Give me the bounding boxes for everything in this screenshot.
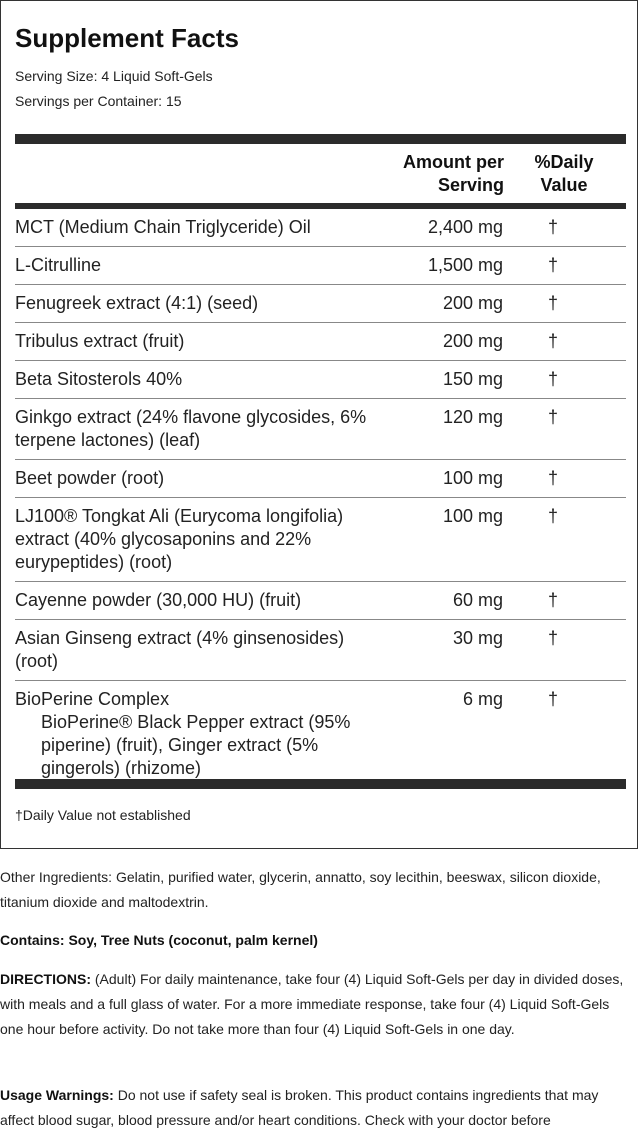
ingredient-amount: 100 mg: [442, 506, 503, 526]
amount-header-line: Amount per: [403, 152, 504, 172]
amount-header: Amount per Serving: [389, 151, 504, 197]
daily-value: †: [547, 293, 558, 313]
ingredient-name: Tribulus extract (fruit): [15, 330, 385, 353]
footnote: †Daily Value not established: [15, 807, 191, 823]
daily-value: †: [547, 217, 558, 237]
daily-value: †: [547, 468, 558, 488]
table-row: L-Citrulline 1,500 mg †: [15, 247, 626, 285]
directions: DIRECTIONS: (Adult) For daily maintenanc…: [0, 967, 636, 1042]
servings-per-container: Servings per Container: 15: [15, 93, 182, 109]
ingredient-name: Asian Ginseng extract (4% ginsenosides) …: [15, 627, 385, 673]
panel-title: Supplement Facts: [15, 23, 239, 53]
ingredient-name-text: Beta Sitosterols 40%: [15, 369, 183, 389]
ingredient-name-text: Beet powder (root): [15, 468, 165, 488]
usage-warnings: Usage Warnings: Do not use if safety sea…: [0, 1083, 636, 1133]
ingredient-amount: 30 mg: [452, 628, 503, 648]
table-row: Beet powder (root) 100 mg †: [15, 460, 626, 498]
ingredient-amount: 1,500 mg: [427, 255, 503, 275]
ingredient-amount: 120 mg: [442, 407, 503, 427]
ingredient-amount: 200 mg: [442, 331, 503, 351]
serving-size: Serving Size: 4 Liquid Soft-Gels: [15, 68, 213, 84]
table-row: BioPerine Complex BioPerine® Black Pepper…: [15, 681, 626, 787]
ingredient-name: Fenugreek extract (4:1) (seed): [15, 292, 385, 315]
daily-value: †: [547, 590, 558, 610]
table-row: LJ100® Tongkat Ali (Eurycoma longifolia)…: [15, 498, 626, 582]
ingredient-name: Cayenne powder (30,000 HU) (fruit): [15, 589, 385, 612]
directions-label: DIRECTIONS:: [0, 971, 91, 987]
daily-value: †: [547, 369, 558, 389]
ingredient-subtext: BioPerine® Black Pepper extract (95% pip…: [41, 712, 351, 778]
ingredient-name: BioPerine Complex BioPerine® Black Pepper…: [15, 688, 385, 780]
ingredient-name-text: LJ100® Tongkat Ali (Eurycoma longifolia)…: [15, 506, 344, 572]
ingredient-name: Beta Sitosterols 40%: [15, 368, 385, 391]
dv-header: %Daily Value: [523, 151, 605, 197]
ingredient-name: MCT (Medium Chain Triglyceride) Oil: [15, 216, 385, 239]
ingredient-name-text: Ginkgo extract (24% flavone glycosides, …: [15, 407, 367, 450]
table-row: Beta Sitosterols 40% 150 mg †: [15, 361, 626, 399]
table-row: Fenugreek extract (4:1) (seed) 200 mg †: [15, 285, 626, 323]
ingredient-name-text: L-Citrulline: [15, 255, 102, 275]
dv-header-line: %Daily: [534, 152, 594, 172]
thick-divider: [15, 134, 626, 144]
daily-value: †: [547, 331, 558, 351]
table-row: MCT (Medium Chain Triglyceride) Oil 2,400…: [15, 209, 626, 247]
allergen-statement: Contains: Soy, Tree Nuts (coconut, palm …: [0, 932, 318, 948]
ingredient-amount: 150 mg: [442, 369, 503, 389]
amount-header-line: Serving: [437, 175, 504, 195]
ingredient-amount: 200 mg: [442, 293, 503, 313]
daily-value: †: [547, 255, 558, 275]
ingredient-name: Beet powder (root): [15, 467, 385, 490]
ingredient-name-text: Asian Ginseng extract (4% ginsenosides) …: [15, 628, 345, 671]
ingredient-name: LJ100® Tongkat Ali (Eurycoma longifolia)…: [15, 505, 385, 574]
ingredient-amount: 2,400 mg: [427, 217, 503, 237]
other-ingredients: Other Ingredients: Gelatin, purified wat…: [0, 869, 601, 910]
directions-text: (Adult) For daily maintenance, take four…: [0, 971, 624, 1037]
table-row: Ginkgo extract (24% flavone glycosides, …: [15, 399, 626, 460]
ingredient-name-text: Fenugreek extract (4:1) (seed): [15, 293, 259, 313]
dv-header-line: Value: [540, 175, 588, 195]
warnings-label: Usage Warnings:: [0, 1087, 114, 1103]
ingredients-table: MCT (Medium Chain Triglyceride) Oil 2,400…: [15, 209, 626, 787]
header-divider: [15, 203, 626, 209]
daily-value: †: [547, 407, 558, 427]
table-row: Cayenne powder (30,000 HU) (fruit) 60 mg †: [15, 582, 626, 620]
ingredient-amount: 6 mg: [462, 689, 503, 709]
ingredient-name-text: Cayenne powder (30,000 HU) (fruit): [15, 590, 302, 610]
daily-value: †: [547, 689, 558, 709]
supplement-facts-panel: Supplement Facts Serving Size: 4 Liquid …: [0, 0, 638, 849]
daily-value: †: [547, 628, 558, 648]
ingredient-name-text: BioPerine Complex: [15, 689, 170, 709]
ingredient-amount: 100 mg: [442, 468, 503, 488]
ingredient-name-text: Tribulus extract (fruit): [15, 331, 185, 351]
ingredient-name: Ginkgo extract (24% flavone glycosides, …: [15, 406, 385, 452]
daily-value: †: [547, 506, 558, 526]
table-row: Asian Ginseng extract (4% ginsenosides) …: [15, 620, 626, 681]
table-row: Tribulus extract (fruit) 200 mg †: [15, 323, 626, 361]
ingredient-name: L-Citrulline: [15, 254, 385, 277]
ingredient-amount: 60 mg: [452, 590, 503, 610]
ingredient-name-text: MCT (Medium Chain Triglyceride) Oil: [15, 217, 311, 237]
thick-divider: [15, 779, 626, 789]
